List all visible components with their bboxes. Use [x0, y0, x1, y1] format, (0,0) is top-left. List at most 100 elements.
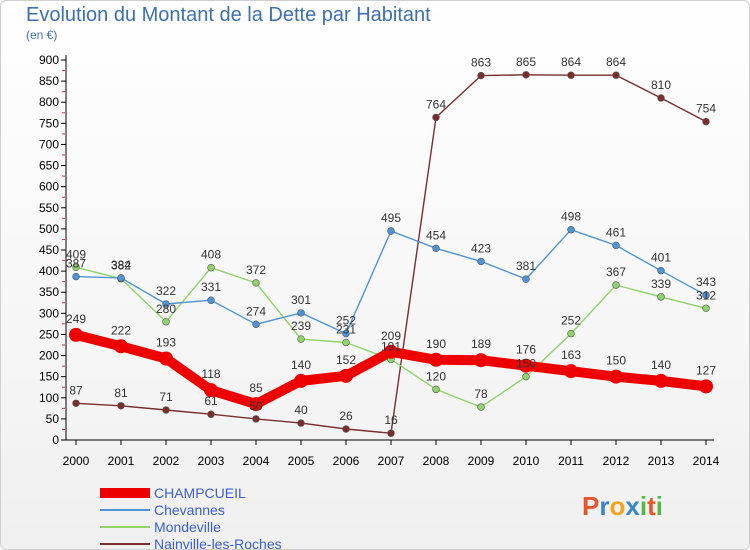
data-label-mondeville: 252 [561, 314, 581, 328]
y-tick-label: 600 [39, 180, 59, 194]
data-label-mondeville: 231 [336, 322, 356, 336]
data-point-nainville-les-roches [387, 429, 395, 437]
data-point-mondeville [252, 279, 260, 287]
y-tick-label: 650 [39, 159, 59, 173]
data-label-nainville-les-roches: 865 [516, 55, 536, 69]
data-label-mondeville: 280 [156, 302, 176, 316]
data-label-chevannes: 387 [66, 257, 86, 271]
data-point-mondeville [702, 304, 710, 312]
data-label-nainville-les-roches: 26 [339, 409, 353, 423]
data-point-chevannes [162, 300, 170, 308]
x-tick-label: 2008 [423, 454, 450, 468]
y-tick-label: 300 [39, 306, 59, 320]
data-label-chevannes: 498 [561, 210, 581, 224]
x-tick-label: 2011 [558, 454, 584, 468]
data-point-champcueil [249, 397, 263, 412]
data-point-nainville-les-roches [297, 419, 305, 427]
data-label-nainville-les-roches: 864 [606, 55, 626, 69]
data-label-chevannes: 461 [606, 225, 626, 239]
data-label-nainville-les-roches: 754 [696, 102, 716, 116]
y-tick-label: 900 [39, 53, 59, 67]
data-label-chevannes: 343 [696, 275, 716, 289]
data-label-chevannes: 401 [651, 251, 671, 265]
data-label-chevannes: 252 [336, 314, 356, 328]
logo-letter: x [625, 491, 640, 521]
y-tick-label: 850 [39, 74, 59, 88]
data-label-champcueil: 193 [156, 336, 176, 350]
y-tick-label: 350 [39, 285, 59, 299]
data-point-champcueil [384, 344, 398, 359]
data-point-nainville-les-roches [477, 71, 485, 80]
data-label-champcueil: 140 [651, 358, 671, 372]
x-tick-label: 2004 [243, 454, 270, 468]
chart-unit-label: (en €) [26, 28, 58, 42]
data-label-nainville-les-roches: 863 [471, 56, 491, 70]
x-tick-label: 2002 [153, 454, 180, 468]
data-point-nainville-les-roches [432, 113, 440, 122]
data-point-nainville-les-roches [612, 71, 620, 79]
y-tick-label: 100 [39, 391, 59, 405]
data-label-champcueil: 140 [291, 358, 311, 372]
data-point-mondeville [522, 372, 530, 381]
data-point-nainville-les-roches [252, 415, 260, 423]
data-label-mondeville: 382 [111, 259, 131, 273]
data-label-mondeville: 372 [246, 263, 266, 277]
data-point-chevannes [207, 296, 215, 304]
data-label-nainville-les-roches: 71 [159, 390, 173, 404]
data-label-nainville-les-roches: 764 [426, 97, 446, 111]
x-tick-label: 2000 [63, 454, 90, 468]
data-label-mondeville: 78 [474, 387, 488, 401]
data-label-chevannes: 384 [111, 258, 131, 272]
x-tick-label: 2001 [108, 454, 135, 468]
data-point-champcueil [699, 379, 713, 394]
legend-label-nainville-les-roches: Nainville-les-Roches [154, 536, 282, 550]
data-label-mondeville: 339 [651, 277, 671, 291]
data-point-champcueil [519, 358, 533, 373]
data-label-chevannes: 322 [156, 284, 176, 298]
data-label-nainville-les-roches: 810 [651, 78, 671, 92]
data-point-nainville-les-roches [207, 410, 215, 418]
logo-letter: P [582, 491, 599, 521]
data-label-chevannes: 331 [201, 280, 221, 294]
y-tick-label: 550 [39, 201, 59, 215]
data-point-nainville-les-roches [162, 406, 170, 414]
x-tick-label: 2012 [603, 454, 630, 468]
data-point-chevannes [702, 291, 710, 299]
data-label-champcueil: 209 [381, 329, 401, 343]
legend-label-champcueil: CHAMPCUEIL [154, 485, 246, 501]
data-label-champcueil: 190 [426, 337, 446, 351]
y-tick-label: 700 [39, 137, 59, 151]
data-point-champcueil [294, 373, 308, 388]
series-line-chevannes [75, 229, 707, 335]
data-labels: 87 81 71 61 50 40 26 16 764 863 865 864 864 810 754 409… [66, 55, 716, 427]
data-point-champcueil [339, 368, 353, 383]
y-tick-label: 0 [52, 433, 59, 447]
data-point-chevannes [522, 275, 530, 283]
x-tick-label: 2009 [468, 454, 495, 468]
data-label-nainville-les-roches: 87 [69, 383, 83, 397]
data-label-chevannes: 301 [291, 293, 311, 307]
data-point-mondeville [162, 318, 170, 326]
y-tick-label: 450 [39, 243, 59, 257]
data-point-chevannes [297, 309, 305, 317]
data-point-champcueil [114, 339, 128, 354]
data-label-champcueil: 118 [201, 367, 220, 381]
x-tick-label: 2005 [288, 454, 315, 468]
data-point-mondeville [432, 385, 440, 394]
data-point-chevannes [432, 244, 440, 253]
y-tick-label: 400 [39, 264, 59, 278]
data-label-mondeville: 408 [201, 248, 221, 262]
data-label-chevannes: 274 [246, 304, 266, 318]
axes: 0501001502002503003504004505005506006507… [39, 53, 720, 468]
data-point-champcueil [429, 352, 443, 367]
data-point-chevannes [612, 241, 620, 250]
data-point-nainville-les-roches [342, 425, 350, 433]
data-label-mondeville: 367 [606, 265, 626, 279]
data-label-chevannes: 454 [426, 228, 446, 242]
data-point-mondeville [612, 281, 620, 289]
y-tick-label: 500 [39, 222, 59, 236]
legend-label-chevannes: Chevannes [154, 502, 225, 518]
x-tick-label: 2006 [333, 454, 360, 468]
y-tick-label: 50 [46, 412, 60, 426]
